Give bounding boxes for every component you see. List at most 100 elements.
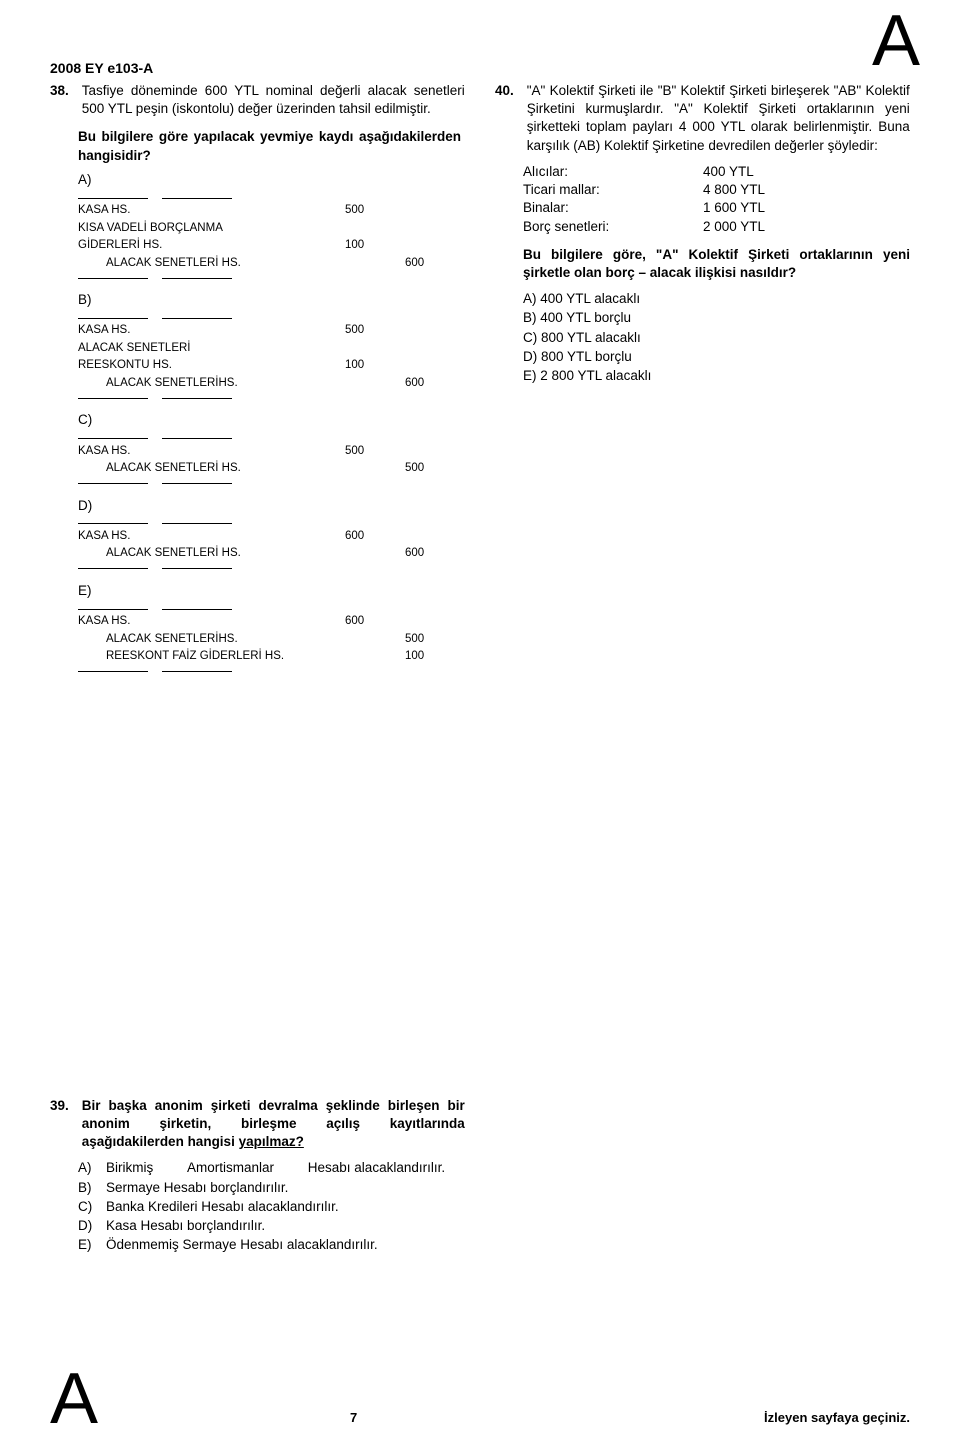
table-label: Binalar: — [523, 199, 703, 217]
answer-label: E) — [78, 1236, 106, 1254]
left-column: 38. Tasfiye döneminde 600 YTL nominal de… — [50, 82, 465, 1255]
q38-opt-D-journal: KASA HS.600ALACAK SENETLERİ HS.600 — [50, 529, 465, 562]
debit-amount — [345, 341, 405, 357]
debit-amount: 100 — [345, 358, 405, 374]
q38-text: Tasfiye döneminde 600 YTL nominal değerl… — [82, 82, 465, 118]
answer-option: D) 800 YTL borçlu — [523, 348, 910, 366]
answer-option: E)Ödenmemiş Sermaye Hesabı alacaklandırı… — [78, 1236, 465, 1254]
answer-option: A)Birikmiş Amortismanlar Hesabı alacakla… — [78, 1159, 465, 1177]
debit-amount — [345, 649, 405, 665]
credit-amount — [405, 203, 465, 219]
journal-line — [78, 193, 465, 203]
answer-option: E) 2 800 YTL alacaklı — [523, 367, 910, 385]
credit-amount: 500 — [405, 632, 465, 648]
table-row: Ticari mallar:4 800 YTL — [523, 181, 910, 199]
journal-line — [78, 519, 465, 529]
journal-row: ALACAK SENETLERİHS. 500 — [78, 632, 465, 648]
table-value: 2 000 YTL — [703, 218, 765, 236]
answer-text: Kasa Hesabı borçlandırılır. — [106, 1218, 265, 1233]
journal-row: KISA VADELİ BORÇLANMA — [78, 221, 465, 237]
debit-amount — [345, 376, 405, 392]
q38-opt-E-label: E) — [78, 582, 465, 600]
debit-amount — [345, 256, 405, 272]
journal-row: KASA HS.600 — [78, 614, 465, 630]
answer-text: Birikmiş Amortismanlar Hesabı alacakland… — [106, 1159, 465, 1177]
credit-amount: 600 — [405, 546, 465, 562]
debit-amount: 500 — [345, 444, 405, 460]
q40-table: Alıcılar:400 YTLTicari mallar:4 800 YTLB… — [523, 163, 910, 236]
account-name: KASA HS. — [78, 614, 345, 630]
table-label: Borç senetleri: — [523, 218, 703, 236]
q38-opt-A-journal: KASA HS.500 KISA VADELİ BORÇLANMAGİDERLER… — [50, 203, 465, 271]
account-name: REESKONT FAİZ GİDERLERİ HS. — [78, 649, 345, 665]
answer-text: Sermaye Hesabı borçlandırılır. — [106, 1180, 288, 1195]
journal-row: ALACAK SENETLERİ — [78, 341, 465, 357]
credit-amount — [405, 529, 465, 545]
answer-option: D)Kasa Hesabı borçlandırılır. — [78, 1217, 465, 1235]
debit-amount — [345, 632, 405, 648]
account-name: ALACAK SENETLERİHS. — [78, 376, 345, 392]
journal-row: ALACAK SENETLERİ HS.600 — [78, 546, 465, 562]
account-name: ALACAK SENETLERİ HS. — [78, 461, 345, 477]
answer-option: C)Banka Kredileri Hesabı alacaklandırılı… — [78, 1198, 465, 1216]
debit-amount: 500 — [345, 323, 405, 339]
table-row: Borç senetleri:2 000 YTL — [523, 218, 910, 236]
credit-amount — [405, 358, 465, 374]
debit-amount: 500 — [345, 203, 405, 219]
journal-row: REESKONT FAİZ GİDERLERİ HS. 100 — [78, 649, 465, 665]
table-value: 400 YTL — [703, 163, 754, 181]
journal-row: KASA HS.500 — [78, 444, 465, 460]
q38-opt-B-journal: KASA HS.500ALACAK SENETLERİREESKONTU HS.… — [50, 323, 465, 391]
q38-opt-D-label: D) — [78, 497, 465, 515]
credit-amount: 600 — [405, 376, 465, 392]
answer-text: Ödenmemiş Sermaye Hesabı alacaklandırılı… — [106, 1237, 378, 1252]
journal-line — [78, 273, 465, 283]
journal-line — [78, 667, 465, 677]
answer-option: B) 400 YTL borçlu — [523, 309, 910, 327]
answer-label: B) — [78, 1179, 106, 1197]
q38-opt-A-label: A) — [78, 171, 465, 189]
credit-amount: 100 — [405, 649, 465, 665]
table-row: Alıcılar:400 YTL — [523, 163, 910, 181]
debit-amount — [345, 546, 405, 562]
answer-label: C) — [78, 1198, 106, 1216]
account-name: GİDERLERİ HS. — [78, 238, 345, 254]
account-name: KISA VADELİ BORÇLANMA — [78, 221, 345, 237]
q39-number: 39. — [50, 1097, 78, 1115]
q38-number: 38. — [50, 82, 78, 100]
two-column-layout: 38. Tasfiye döneminde 600 YTL nominal de… — [50, 82, 910, 1255]
credit-amount — [405, 614, 465, 630]
q40-number: 40. — [495, 82, 523, 100]
journal-line — [78, 564, 465, 574]
q39-text: Bir başka anonim şirketi devralma şeklin… — [82, 1097, 465, 1152]
journal-row: KASA HS.600 — [78, 529, 465, 545]
journal-row: ALACAK SENETLERİHS. 600 — [78, 376, 465, 392]
credit-amount — [405, 341, 465, 357]
credit-amount — [405, 238, 465, 254]
question-38: 38. Tasfiye döneminde 600 YTL nominal de… — [50, 82, 465, 677]
question-39: 39. Bir başka anonim şirketi devralma şe… — [50, 1097, 465, 1255]
account-name: ALACAK SENETLERİ — [78, 341, 345, 357]
account-name: ALACAK SENETLERİHS. — [78, 632, 345, 648]
q40-text: "A" Kolektif Şirketi ile "B" Kolektif Şi… — [527, 82, 910, 155]
account-name: KASA HS. — [78, 323, 345, 339]
answer-option: B)Sermaye Hesabı borçlandırılır. — [78, 1179, 465, 1197]
journal-row: KASA HS.500 — [78, 323, 465, 339]
page-number: 7 — [350, 1410, 357, 1425]
booklet-letter-top: A — [872, 5, 920, 77]
q38-opt-B-label: B) — [78, 291, 465, 309]
account-name: ALACAK SENETLERİ HS. — [78, 256, 345, 272]
table-value: 4 800 YTL — [703, 181, 765, 199]
table-label: Ticari mallar: — [523, 181, 703, 199]
credit-amount: 600 — [405, 256, 465, 272]
journal-row: GİDERLERİ HS.100 — [78, 238, 465, 254]
journal-row: ALACAK SENETLERİ HS. 600 — [78, 256, 465, 272]
table-value: 1 600 YTL — [703, 199, 765, 217]
credit-amount — [405, 444, 465, 460]
answer-label: D) — [78, 1217, 106, 1235]
account-name: KASA HS. — [78, 529, 345, 545]
q40-answers: A) 400 YTL alacaklıB) 400 YTL borçluC) 8… — [523, 290, 910, 385]
journal-line — [78, 604, 465, 614]
journal-row: KASA HS.500 — [78, 203, 465, 219]
journal-line — [78, 313, 465, 323]
